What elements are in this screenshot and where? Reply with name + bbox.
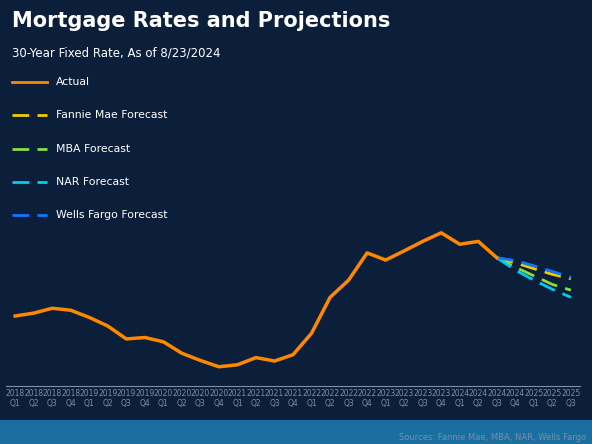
Text: Mortgage Rates and Projections: Mortgage Rates and Projections: [12, 11, 390, 31]
Actual: [86, 315, 93, 320]
NAR Forecast: [511, 267, 519, 273]
MBA Forecast: [567, 288, 574, 293]
Line: MBA Forecast: MBA Forecast: [497, 258, 571, 290]
Text: Fannie Mae Forecast: Fannie Mae Forecast: [56, 111, 168, 120]
Actual: [141, 335, 149, 340]
Actual: [363, 250, 371, 256]
Actual: [30, 310, 37, 316]
Actual: [327, 295, 334, 300]
Actual: [12, 313, 19, 319]
NAR Forecast: [567, 295, 574, 300]
Actual: [160, 339, 167, 345]
Wells Fargo Forecast: [511, 258, 519, 263]
Actual: [401, 248, 408, 254]
Fannie Mae Forecast: [511, 260, 519, 266]
Line: NAR Forecast: NAR Forecast: [497, 258, 571, 297]
Actual: [215, 364, 223, 369]
Actual: [67, 308, 75, 313]
MBA Forecast: [530, 273, 538, 278]
Text: Sources: Fannie Mae, MBA, NAR, Wells Fargo: Sources: Fannie Mae, MBA, NAR, Wells Far…: [399, 433, 586, 442]
Wells Fargo Forecast: [493, 255, 500, 261]
Text: MBA Forecast: MBA Forecast: [56, 144, 130, 154]
Wells Fargo Forecast: [549, 269, 556, 274]
Actual: [104, 323, 111, 329]
Actual: [178, 351, 185, 356]
Wells Fargo Forecast: [567, 274, 574, 280]
Text: Actual: Actual: [56, 77, 90, 87]
Actual: [345, 278, 352, 283]
Actual: [271, 358, 278, 364]
Actual: [456, 242, 464, 247]
NAR Forecast: [549, 287, 556, 292]
NAR Forecast: [530, 278, 538, 283]
Fannie Mae Forecast: [493, 255, 500, 261]
Actual: [289, 352, 297, 357]
Actual: [197, 358, 204, 363]
MBA Forecast: [549, 282, 556, 287]
Line: Wells Fargo Forecast: Wells Fargo Forecast: [497, 258, 571, 277]
Actual: [419, 239, 426, 244]
Actual: [252, 355, 259, 360]
Line: Actual: Actual: [15, 233, 497, 367]
Actual: [437, 230, 445, 235]
Actual: [382, 258, 389, 263]
Text: Wells Fargo Forecast: Wells Fargo Forecast: [56, 210, 168, 220]
Actual: [123, 336, 130, 341]
Actual: [49, 305, 56, 311]
Actual: [308, 330, 315, 336]
Fannie Mae Forecast: [567, 276, 574, 281]
Fannie Mae Forecast: [530, 266, 538, 271]
Fannie Mae Forecast: [549, 272, 556, 277]
NAR Forecast: [493, 255, 500, 261]
Wells Fargo Forecast: [530, 263, 538, 269]
Text: NAR Forecast: NAR Forecast: [56, 177, 129, 187]
Text: 30-Year Fixed Rate, As of 8/23/2024: 30-Year Fixed Rate, As of 8/23/2024: [12, 47, 220, 59]
Actual: [493, 255, 500, 261]
Actual: [475, 239, 482, 244]
MBA Forecast: [511, 265, 519, 270]
MBA Forecast: [493, 255, 500, 261]
Line: Fannie Mae Forecast: Fannie Mae Forecast: [497, 258, 571, 279]
Actual: [234, 362, 241, 368]
